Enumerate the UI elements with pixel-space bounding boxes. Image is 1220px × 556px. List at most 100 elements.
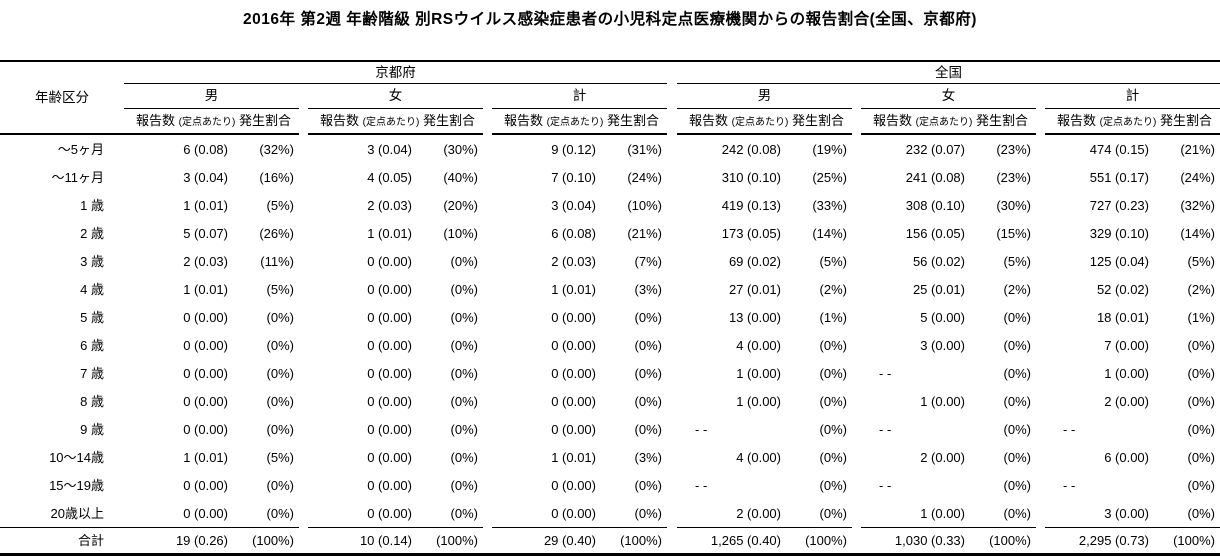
subheader-reports-label: 報告数 — [320, 113, 360, 128]
region-header-kyoto: 京都府 — [124, 60, 667, 84]
region-gap — [667, 60, 677, 84]
region-gap — [667, 443, 677, 471]
incidence-ratio-cell: (3%) — [634, 281, 662, 297]
report-count-cell: 0 (0.00) — [551, 421, 596, 437]
age-label: 3 歳 — [80, 253, 104, 269]
report-count-cell: 0 (0.00) — [367, 365, 412, 381]
group-gap — [852, 331, 861, 359]
report-count-cell: 727 (0.23) — [1089, 197, 1149, 213]
incidence-ratio-cell: (1%) — [1187, 309, 1215, 325]
age-label: 10〜14歳 — [49, 449, 104, 465]
report-count-cell: 0 (0.00) — [551, 505, 596, 521]
incidence-ratio-cell: (32%) — [1180, 197, 1215, 213]
report-count-cell: - - — [1063, 477, 1076, 493]
group-gap — [483, 191, 492, 219]
incidence-ratio-cell: (5%) — [266, 197, 294, 213]
subheader-per-sentinel-label: (定点あたり) — [546, 117, 604, 128]
report-count-cell: 0 (0.00) — [183, 505, 228, 521]
incidence-ratio-cell: (0%) — [1003, 309, 1031, 325]
group-gap — [483, 387, 492, 415]
incidence-ratio-cell: (31%) — [627, 141, 662, 157]
incidence-ratio-cell: (21%) — [1180, 141, 1215, 157]
incidence-ratio-cell: (30%) — [443, 141, 478, 157]
group-gap — [852, 303, 861, 331]
incidence-ratio-cell: (0%) — [1003, 449, 1031, 465]
region-gap — [667, 415, 677, 443]
region-gap — [667, 84, 677, 109]
report-count-cell: 1,030 (0.33) — [861, 527, 967, 556]
group-gap — [299, 163, 308, 191]
report-count-cell: 2 (0.00) — [1104, 393, 1149, 409]
report-count-cell: 9 (0.12) — [551, 141, 596, 157]
subheader-kyoto-male: 報告数 (定点あたり) 発生割合 — [124, 108, 299, 135]
incidence-ratio-cell: (0%) — [634, 421, 662, 437]
report-count-cell: 3 (0.00) — [1104, 505, 1149, 521]
group-gap — [483, 527, 492, 556]
incidence-ratio-cell: (0%) — [266, 309, 294, 325]
region-gap — [667, 109, 677, 135]
region-gap — [667, 331, 677, 359]
group-gap — [1036, 84, 1045, 109]
incidence-ratio-cell: (0%) — [1003, 421, 1031, 437]
report-count-cell: 0 (0.00) — [367, 309, 412, 325]
report-count-cell: 0 (0.00) — [183, 421, 228, 437]
incidence-ratio-cell: (0%) — [819, 505, 847, 521]
incidence-ratio-cell: (0%) — [1187, 365, 1215, 381]
incidence-ratio-cell: (15%) — [996, 225, 1031, 241]
incidence-ratio-cell: (0%) — [819, 477, 847, 493]
report-count-cell: - - — [1063, 421, 1076, 437]
subheader-ratio-label: 発生割合 — [606, 113, 659, 128]
incidence-ratio-cell: (0%) — [450, 253, 478, 269]
subheader-ratio-label: 発生割合 — [238, 113, 291, 128]
group-gap — [483, 303, 492, 331]
table-row: 20歳以上 0 (0.00) (0%) 0 (0.00) (0%) 0 (0.00) (0%… — [0, 499, 1220, 528]
report-count-cell: 2,295 (0.73) — [1045, 527, 1151, 556]
report-count-cell: 1,265 (0.40) — [677, 527, 783, 556]
report-count-cell: 0 (0.00) — [367, 449, 412, 465]
group-gap — [852, 471, 861, 499]
report-count-cell: 173 (0.05) — [721, 225, 781, 241]
age-label: 〜5ヶ月 — [57, 141, 104, 157]
incidence-ratio-cell: (33%) — [812, 197, 847, 213]
incidence-ratio-cell: (30%) — [996, 197, 1031, 213]
group-gap — [1036, 415, 1045, 443]
subheader-reports-label: 報告数 — [504, 113, 544, 128]
incidence-ratio-cell: (26%) — [259, 225, 294, 241]
incidence-ratio-cell: (2%) — [1003, 281, 1031, 297]
incidence-ratio-cell: (100%) — [1151, 527, 1220, 556]
table-row: 6 歳 0 (0.00) (0%) 0 (0.00) (0%) 0 (0.00) (0%) 4… — [0, 331, 1220, 359]
report-count-cell: 0 (0.00) — [367, 253, 412, 269]
group-gap — [299, 331, 308, 359]
group-gap — [1036, 247, 1045, 275]
report-count-cell: 5 (0.07) — [183, 225, 228, 241]
incidence-ratio-cell: (0%) — [266, 421, 294, 437]
group-gap — [1036, 331, 1045, 359]
incidence-ratio-cell: (0%) — [819, 421, 847, 437]
sex-header-kyoto-total: 計 — [492, 83, 667, 109]
table-body: 〜5ヶ月 6 (0.08) (32%) 3 (0.04) (30%) 9 (0.12) (3… — [0, 134, 1220, 556]
report-count-cell: 3 (0.04) — [183, 169, 228, 185]
incidence-ratio-cell: (0%) — [819, 365, 847, 381]
report-count-cell: 0 (0.00) — [551, 309, 596, 325]
subheader-reports-label: 報告数 — [136, 113, 176, 128]
incidence-ratio-cell: (23%) — [996, 169, 1031, 185]
incidence-ratio-cell: (0%) — [1187, 505, 1215, 521]
group-gap — [299, 303, 308, 331]
incidence-ratio-cell: (25%) — [812, 169, 847, 185]
report-count-cell: 329 (0.10) — [1089, 225, 1149, 241]
report-count-cell: 1 (0.00) — [736, 365, 781, 381]
incidence-ratio-cell: (0%) — [450, 365, 478, 381]
incidence-ratio-cell: (100%) — [598, 527, 667, 556]
age-label: 7 歳 — [80, 365, 104, 381]
group-gap — [483, 415, 492, 443]
table-row: 9 歳 0 (0.00) (0%) 0 (0.00) (0%) 0 (0.00) (0%) -… — [0, 415, 1220, 443]
report-count-cell: 19 (0.26) — [124, 527, 230, 556]
subheader-ratio-label: 発生割合 — [422, 113, 475, 128]
group-gap — [1036, 359, 1045, 387]
group-gap — [852, 415, 861, 443]
region-header-national: 全国 — [677, 60, 1220, 84]
age-label: 4 歳 — [80, 281, 104, 297]
group-gap — [1036, 163, 1045, 191]
subheader-reports-label: 報告数 — [873, 113, 913, 128]
report-count-cell: 1 (0.01) — [183, 197, 228, 213]
